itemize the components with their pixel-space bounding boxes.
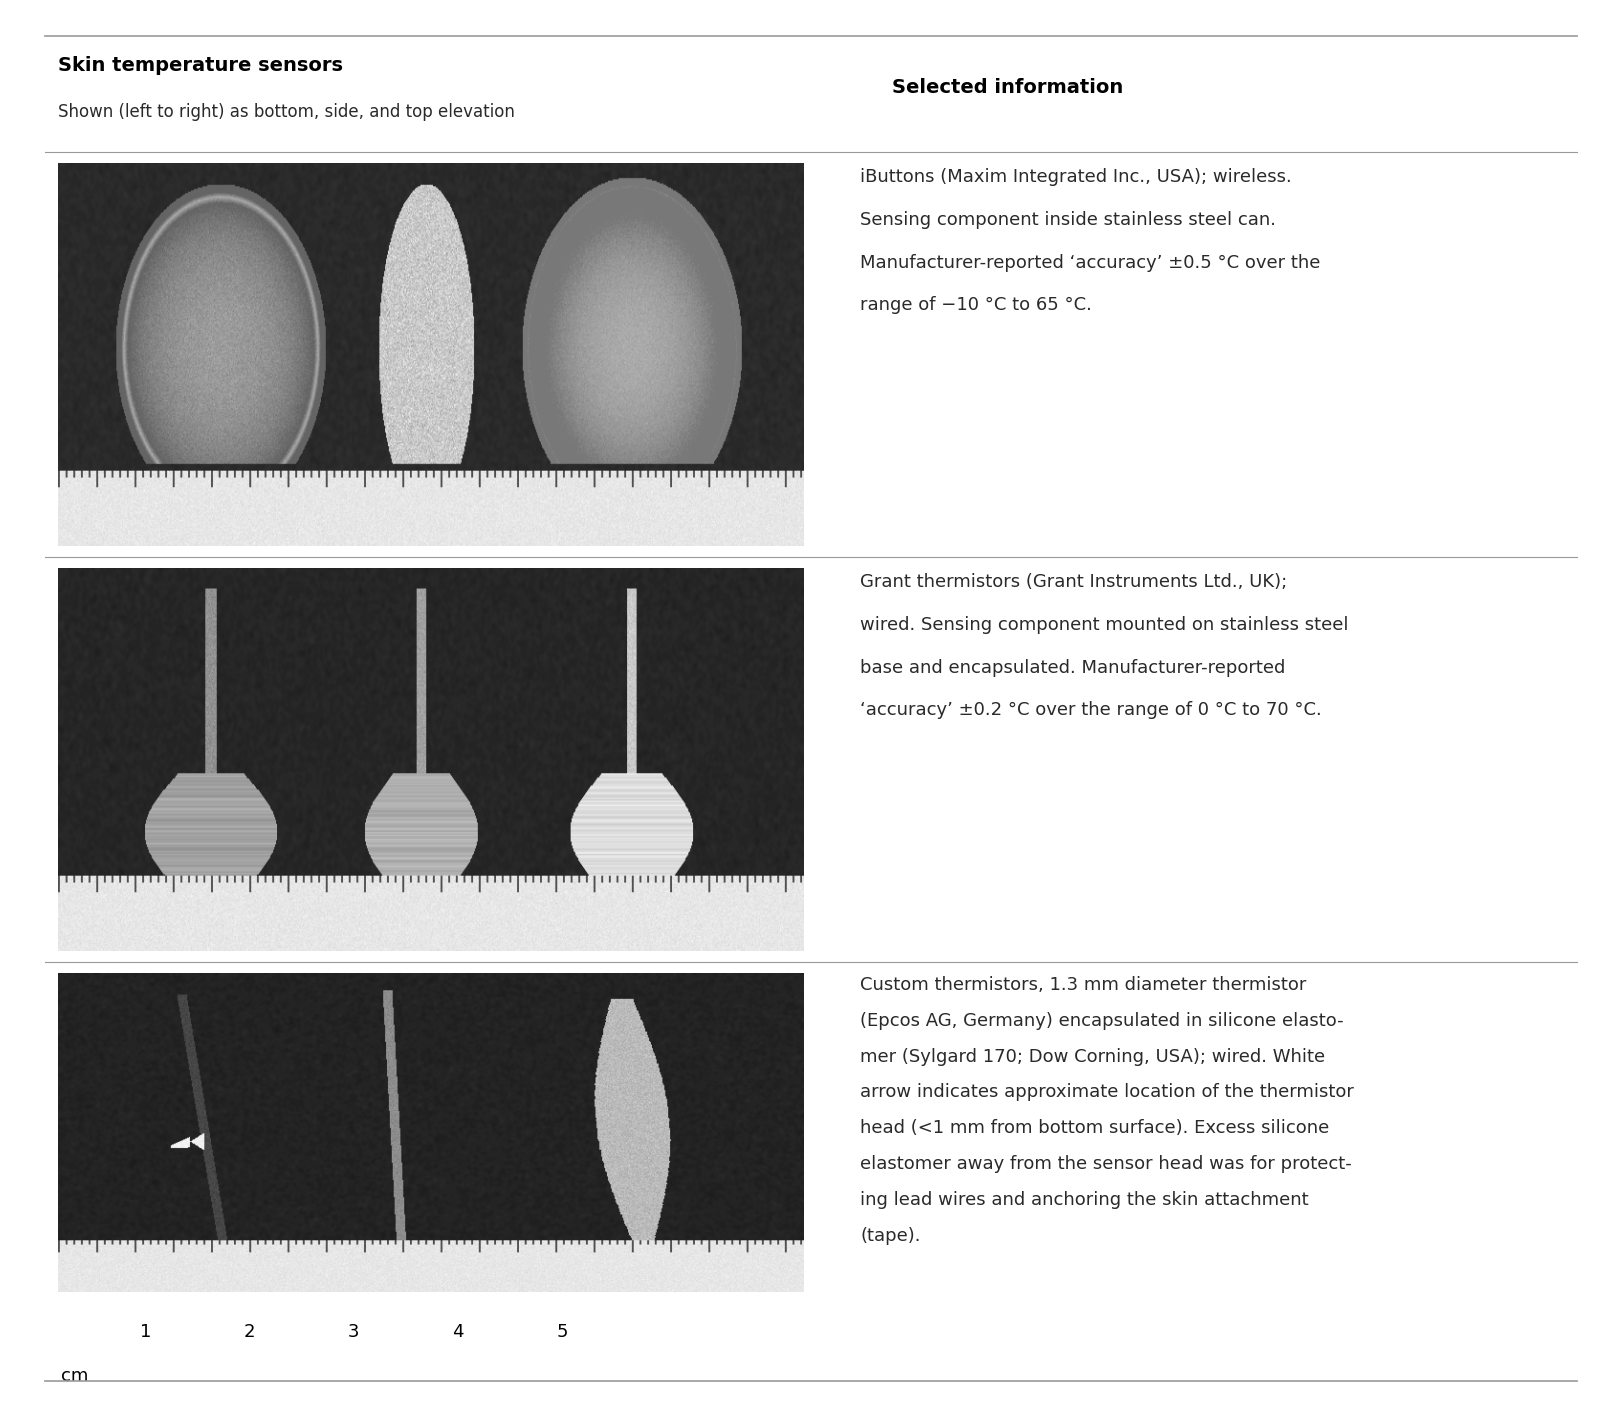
Text: base and encapsulated. Manufacturer-reported: base and encapsulated. Manufacturer-repo… <box>860 658 1286 676</box>
Text: Manufacturer-reported ‘accuracy’ ±0.5 °C over the: Manufacturer-reported ‘accuracy’ ±0.5 °C… <box>860 253 1321 271</box>
Text: 4: 4 <box>453 1323 464 1340</box>
Text: range of −10 °C to 65 °C.: range of −10 °C to 65 °C. <box>860 297 1091 314</box>
Text: Grant thermistors (Grant Instruments Ltd., UK);: Grant thermistors (Grant Instruments Ltd… <box>860 573 1287 591</box>
Text: arrow indicates approximate location of the thermistor: arrow indicates approximate location of … <box>860 1083 1353 1101</box>
Text: ‘accuracy’ ±0.2 °C over the range of 0 °C to 70 °C.: ‘accuracy’ ±0.2 °C over the range of 0 °… <box>860 702 1323 719</box>
Text: head (<1 mm from bottom surface). Excess silicone: head (<1 mm from bottom surface). Excess… <box>860 1120 1329 1137</box>
Text: Shown (left to right) as bottom, side, and top elevation: Shown (left to right) as bottom, side, a… <box>58 104 514 121</box>
Text: Custom thermistors, 1.3 mm diameter thermistor: Custom thermistors, 1.3 mm diameter ther… <box>860 976 1307 993</box>
Text: ing lead wires and anchoring the skin attachment: ing lead wires and anchoring the skin at… <box>860 1191 1308 1209</box>
Text: 1: 1 <box>139 1323 152 1340</box>
Text: Selected information: Selected information <box>893 78 1124 98</box>
Text: Skin temperature sensors: Skin temperature sensors <box>58 57 343 75</box>
Text: cm: cm <box>61 1367 87 1385</box>
Text: (Epcos AG, Germany) encapsulated in silicone elasto-: (Epcos AG, Germany) encapsulated in sili… <box>860 1012 1344 1030</box>
Text: Sensing component inside stainless steel can.: Sensing component inside stainless steel… <box>860 210 1276 229</box>
Text: elastomer away from the sensor head was for protect-: elastomer away from the sensor head was … <box>860 1155 1352 1174</box>
Text: 5: 5 <box>556 1323 568 1340</box>
Text: 3: 3 <box>348 1323 359 1340</box>
Text: (tape).: (tape). <box>860 1228 920 1245</box>
Text: mer (Sylgard 170; Dow Corning, USA); wired. White: mer (Sylgard 170; Dow Corning, USA); wir… <box>860 1047 1326 1066</box>
Text: 2: 2 <box>244 1323 255 1340</box>
Text: wired. Sensing component mounted on stainless steel: wired. Sensing component mounted on stai… <box>860 615 1349 634</box>
Text: iButtons (Maxim Integrated Inc., USA); wireless.: iButtons (Maxim Integrated Inc., USA); w… <box>860 168 1292 186</box>
